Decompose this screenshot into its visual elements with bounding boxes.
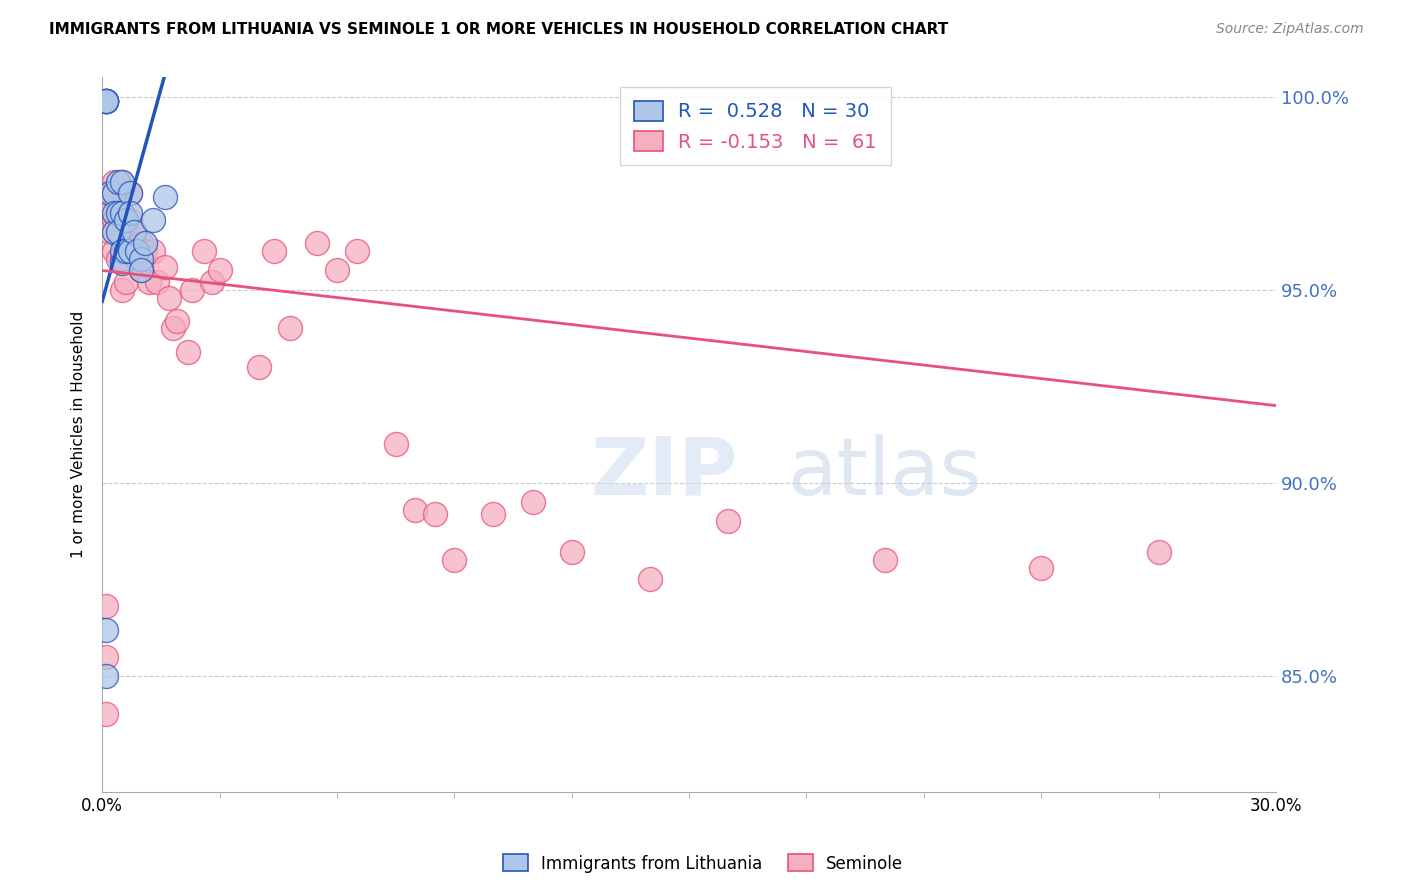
Point bbox=[127, 244, 149, 259]
Point bbox=[118, 244, 141, 259]
Point bbox=[122, 225, 145, 239]
Point bbox=[1031, 561, 1053, 575]
Point bbox=[103, 225, 125, 239]
Point bbox=[94, 198, 117, 212]
Point bbox=[146, 275, 169, 289]
Point bbox=[111, 244, 134, 259]
Point bbox=[118, 186, 141, 201]
Point bbox=[94, 623, 117, 637]
Point bbox=[118, 213, 141, 227]
Point bbox=[94, 94, 117, 108]
Point bbox=[111, 252, 134, 266]
Text: ZIP: ZIP bbox=[591, 434, 738, 512]
Point bbox=[94, 94, 117, 108]
Point bbox=[107, 225, 129, 239]
Text: IMMIGRANTS FROM LITHUANIA VS SEMINOLE 1 OR MORE VEHICLES IN HOUSEHOLD CORRELATIO: IMMIGRANTS FROM LITHUANIA VS SEMINOLE 1 … bbox=[49, 22, 949, 37]
Point bbox=[131, 252, 153, 266]
Point bbox=[94, 599, 117, 614]
Point bbox=[103, 175, 125, 189]
Point bbox=[103, 244, 125, 259]
Point bbox=[98, 186, 121, 201]
Point bbox=[561, 545, 583, 559]
Point bbox=[94, 707, 117, 722]
Point bbox=[103, 186, 125, 201]
Y-axis label: 1 or more Vehicles in Household: 1 or more Vehicles in Household bbox=[72, 311, 86, 558]
Point bbox=[443, 553, 465, 567]
Point bbox=[111, 283, 134, 297]
Point bbox=[162, 321, 184, 335]
Point bbox=[307, 236, 329, 251]
Point bbox=[107, 175, 129, 189]
Point bbox=[142, 213, 165, 227]
Point bbox=[114, 275, 136, 289]
Point bbox=[247, 359, 270, 374]
Point bbox=[122, 225, 145, 239]
Point bbox=[94, 94, 117, 108]
Point bbox=[482, 507, 505, 521]
Point bbox=[166, 314, 188, 328]
Point bbox=[107, 225, 129, 239]
Point bbox=[114, 213, 136, 227]
Point bbox=[717, 515, 740, 529]
Point bbox=[103, 213, 125, 227]
Point bbox=[131, 263, 153, 277]
Point bbox=[404, 503, 426, 517]
Point bbox=[278, 321, 301, 335]
Point bbox=[138, 275, 160, 289]
Point bbox=[98, 205, 121, 219]
Point bbox=[263, 244, 285, 259]
Point bbox=[94, 649, 117, 664]
Point bbox=[118, 186, 141, 201]
Point bbox=[107, 198, 129, 212]
Point bbox=[118, 244, 141, 259]
Point bbox=[131, 263, 153, 277]
Point bbox=[111, 256, 134, 270]
Point bbox=[142, 244, 165, 259]
Point bbox=[181, 283, 204, 297]
Point bbox=[114, 213, 136, 227]
Point bbox=[111, 233, 134, 247]
Point bbox=[522, 495, 544, 509]
Point bbox=[94, 94, 117, 108]
Point bbox=[111, 205, 134, 219]
Text: Source: ZipAtlas.com: Source: ZipAtlas.com bbox=[1216, 22, 1364, 37]
Point bbox=[873, 553, 896, 567]
Point bbox=[94, 669, 117, 683]
Point bbox=[134, 244, 156, 259]
Point bbox=[153, 260, 176, 274]
Point bbox=[111, 205, 134, 219]
Point bbox=[111, 175, 134, 189]
Point bbox=[114, 244, 136, 259]
Text: atlas: atlas bbox=[787, 434, 981, 512]
Point bbox=[134, 236, 156, 251]
Point bbox=[177, 344, 200, 359]
Point bbox=[127, 252, 149, 266]
Legend: Immigrants from Lithuania, Seminole: Immigrants from Lithuania, Seminole bbox=[496, 847, 910, 880]
Point bbox=[107, 252, 129, 266]
Point bbox=[103, 205, 125, 219]
Point bbox=[423, 507, 446, 521]
Point bbox=[153, 190, 176, 204]
Point bbox=[94, 186, 117, 201]
Point bbox=[94, 94, 117, 108]
Point bbox=[384, 437, 406, 451]
Point bbox=[201, 275, 224, 289]
Point bbox=[98, 225, 121, 239]
Point bbox=[638, 572, 661, 586]
Point bbox=[157, 291, 180, 305]
Point bbox=[131, 236, 153, 251]
Point bbox=[118, 205, 141, 219]
Point bbox=[326, 263, 349, 277]
Point bbox=[1147, 545, 1170, 559]
Point bbox=[94, 94, 117, 108]
Point bbox=[107, 205, 129, 219]
Legend: R =  0.528   N = 30, R = -0.153   N =  61: R = 0.528 N = 30, R = -0.153 N = 61 bbox=[620, 87, 890, 165]
Point bbox=[193, 244, 215, 259]
Point bbox=[94, 94, 117, 108]
Point bbox=[208, 263, 231, 277]
Point bbox=[114, 244, 136, 259]
Point bbox=[111, 175, 134, 189]
Point bbox=[346, 244, 368, 259]
